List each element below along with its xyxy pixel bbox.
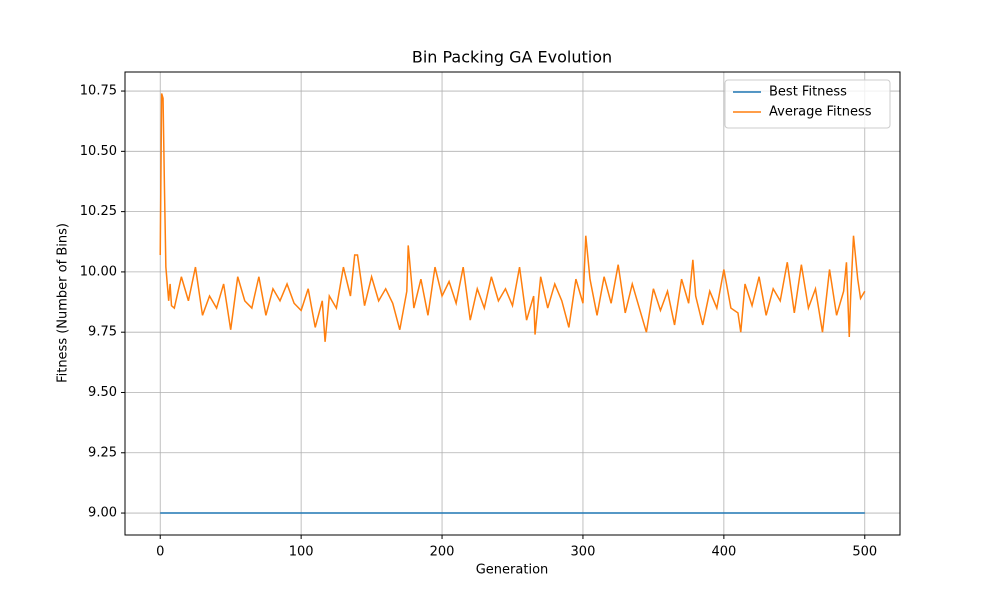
- x-axis-label: Generation: [476, 563, 549, 578]
- y-tick-label: 9.00: [88, 506, 117, 521]
- x-tick-label: 500: [852, 545, 877, 560]
- y-tick-label: 10.25: [80, 204, 117, 219]
- legend-label: Best Fitness: [769, 85, 847, 100]
- y-tick-label: 10.50: [80, 144, 117, 159]
- chart-title: Bin Packing GA Evolution: [412, 48, 612, 67]
- y-tick-label: 9.50: [88, 385, 117, 400]
- y-tick-label: 10.00: [80, 264, 117, 279]
- y-tick-label: 9.75: [88, 325, 117, 340]
- x-tick-label: 200: [430, 545, 455, 560]
- x-tick-label: 400: [711, 545, 736, 560]
- y-tick-label: 10.75: [80, 84, 117, 99]
- y-tick-label: 9.25: [88, 445, 117, 460]
- legend-box: [724, 79, 891, 129]
- y-axis-label: Fitness (Number of Bins): [56, 223, 71, 383]
- x-tick-label: 0: [156, 545, 164, 560]
- legend-label: Average Fitness: [769, 105, 872, 120]
- x-tick-label: 300: [571, 545, 596, 560]
- x-tick-label: 100: [289, 545, 314, 560]
- plot-frame: [124, 71, 901, 536]
- data-line: [159, 93, 866, 342]
